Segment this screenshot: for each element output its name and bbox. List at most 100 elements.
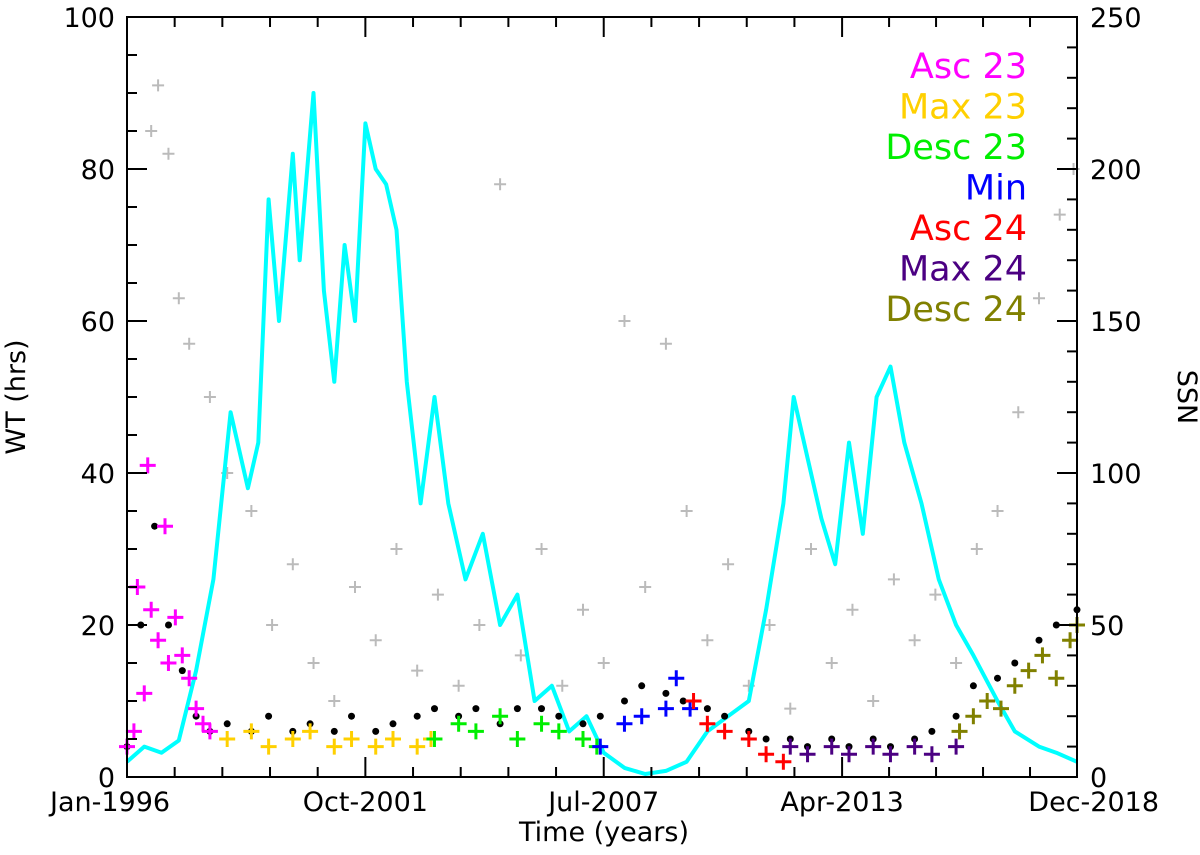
right-tick-label: 250 bbox=[1090, 3, 1142, 34]
desc-24-point bbox=[1034, 647, 1051, 664]
legend-entry-desc-23: Desc 23 bbox=[885, 128, 1027, 168]
background-point bbox=[887, 573, 900, 586]
x-tick-label: Jan-1996 bbox=[48, 787, 170, 818]
x-tick-label: Dec-2018 bbox=[1028, 787, 1159, 818]
max-23-point bbox=[284, 731, 301, 747]
right-tick-label: 150 bbox=[1090, 307, 1142, 338]
background-point bbox=[145, 125, 158, 137]
min-point bbox=[633, 708, 650, 725]
desc-24-point bbox=[965, 708, 982, 725]
right-tick-label: 0 bbox=[1090, 763, 1107, 794]
background-point bbox=[825, 657, 838, 669]
right-tick-label: 50 bbox=[1090, 611, 1124, 642]
background-point bbox=[680, 505, 693, 517]
desc-23-point bbox=[450, 715, 467, 732]
left-tick-label: 100 bbox=[63, 3, 115, 34]
plot-area bbox=[119, 79, 1085, 776]
wt-point bbox=[330, 727, 338, 735]
asc-23-point bbox=[150, 632, 167, 649]
desc-23-point bbox=[575, 731, 591, 747]
wt-point bbox=[223, 720, 231, 728]
x-axis-title: Time (years) bbox=[518, 817, 689, 848]
background-point bbox=[473, 619, 486, 631]
wt-point bbox=[472, 705, 480, 713]
x-tick-label: Oct-2001 bbox=[303, 787, 428, 818]
left-tick-label: 0 bbox=[98, 763, 115, 794]
wt-point bbox=[178, 667, 186, 675]
background-point bbox=[162, 147, 175, 160]
asc-23-point bbox=[181, 670, 198, 687]
wt-point bbox=[265, 712, 273, 720]
desc-24-point bbox=[1062, 632, 1079, 649]
legend-entry-desc-24: Desc 24 bbox=[885, 290, 1027, 330]
max-24-point bbox=[823, 738, 840, 755]
right-axis-title: SSN bbox=[1171, 370, 1200, 424]
asc-23-point bbox=[136, 685, 153, 702]
max-23-point bbox=[409, 738, 426, 755]
asc-23-point bbox=[201, 723, 218, 740]
wt-point bbox=[348, 712, 355, 720]
left-axis-title: WT (hrs) bbox=[1, 339, 32, 454]
background-point bbox=[784, 702, 797, 715]
background-point bbox=[245, 505, 258, 517]
max-23-point bbox=[302, 723, 319, 740]
asc-24-point bbox=[740, 731, 757, 747]
wt-point bbox=[389, 720, 397, 728]
asc-24-point bbox=[716, 723, 733, 740]
right-tick-label: 200 bbox=[1090, 155, 1142, 186]
asc-24-point bbox=[699, 715, 716, 732]
max-23-point bbox=[326, 738, 343, 755]
background-point bbox=[203, 391, 216, 403]
ssn-line bbox=[125, 91, 1078, 776]
max-24-point bbox=[948, 738, 965, 755]
legend-entry-asc-23: Asc 23 bbox=[910, 47, 1027, 87]
wt-point bbox=[1035, 636, 1043, 644]
x-axis: Jan-1996 Oct-2001 Jul-2007 Apr-2013 Dec-2018 bbox=[48, 17, 1159, 818]
wt-point bbox=[579, 720, 587, 728]
wt-point bbox=[762, 735, 770, 743]
background-point bbox=[494, 178, 507, 191]
wt-point bbox=[555, 712, 563, 720]
max-24-point bbox=[882, 746, 899, 763]
desc-23-point bbox=[492, 708, 509, 725]
max-23-point bbox=[385, 731, 401, 747]
asc-23-point bbox=[125, 723, 142, 740]
asc-24-point bbox=[775, 753, 792, 770]
background-point bbox=[577, 603, 589, 616]
right-tick-label: 100 bbox=[1090, 459, 1142, 490]
background-point bbox=[286, 558, 299, 571]
wt-point bbox=[372, 727, 380, 735]
min-point bbox=[682, 700, 699, 717]
wt-point bbox=[151, 522, 159, 530]
background-point bbox=[307, 657, 320, 669]
background-point bbox=[183, 337, 196, 350]
left-tick-label: 80 bbox=[81, 155, 115, 186]
desc-24-point bbox=[1048, 670, 1065, 687]
max-24-point bbox=[782, 738, 799, 755]
background-point bbox=[514, 649, 527, 662]
background-point bbox=[369, 634, 382, 647]
background-point bbox=[535, 543, 548, 555]
desc-23-point bbox=[467, 723, 484, 740]
background-point bbox=[701, 634, 714, 647]
max-24-point bbox=[906, 738, 923, 755]
x-tick-label: Apr-2013 bbox=[780, 787, 903, 818]
background-point bbox=[328, 695, 341, 707]
background-point bbox=[390, 543, 403, 555]
wt-point bbox=[165, 621, 172, 629]
desc-24-point bbox=[993, 700, 1009, 717]
wt-point bbox=[703, 705, 711, 713]
max-23-point bbox=[243, 723, 260, 740]
desc-24-point bbox=[1006, 677, 1023, 694]
background-point bbox=[452, 679, 465, 692]
asc-23-point bbox=[167, 609, 184, 626]
max-23-point bbox=[343, 731, 360, 747]
asc-24-point bbox=[685, 693, 702, 709]
max-23-point bbox=[260, 738, 277, 755]
left-tick-label: 60 bbox=[81, 307, 115, 338]
background-point bbox=[172, 292, 185, 305]
wt-point bbox=[1052, 621, 1060, 629]
background-point bbox=[763, 619, 776, 631]
right-axis: 0 50 100 150 200 250 bbox=[1057, 3, 1142, 794]
